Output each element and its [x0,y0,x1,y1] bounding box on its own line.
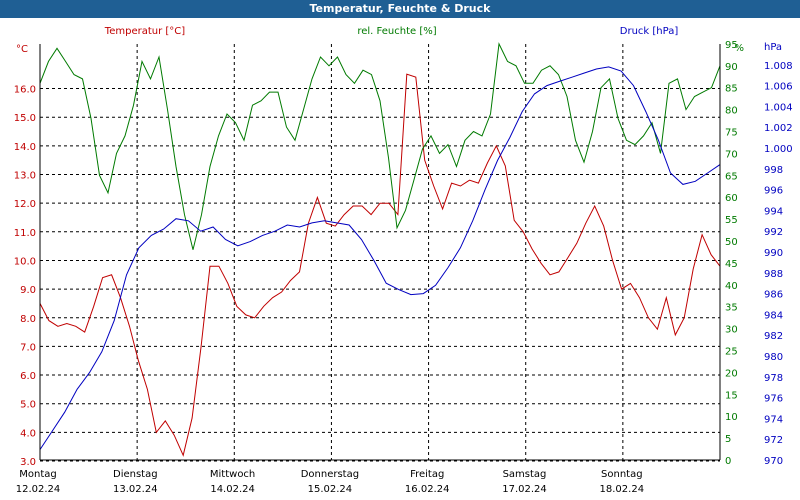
temperature-tick-label: 16.0 [14,85,36,96]
humidity-series-label: rel. Feuchte [%] [357,26,436,37]
humidity-tick-label: 75 [725,128,738,139]
x-date-label: 16.02.24 [405,484,450,495]
pressure-tick-label: 992 [764,227,783,238]
chart-series [39,42,721,457]
x-day-label: Dienstag [113,469,158,480]
window-title: Temperatur, Feuchte & Druck [0,0,800,18]
humidity-tick-label: 5 [725,434,731,445]
pressure-unit-label: hPa [764,42,782,53]
humidity-tick-label: 60 [725,193,738,204]
x-date-label: 17.02.24 [502,484,547,495]
temperature-tick-label: 5.0 [20,400,36,411]
pressure-tick-label: 978 [764,373,783,384]
temperature-tick-label: 13.0 [14,171,36,182]
humidity-tick-label: 80 [725,106,738,117]
humidity-tick-label: 10 [725,412,738,423]
pressure-tick-label: 980 [764,352,783,363]
x-date-label: 12.02.24 [16,484,61,495]
humidity-tick-label: 70 [725,149,738,160]
pressure-tick-label: 990 [764,248,783,259]
humidity-tick-label: 50 [725,237,738,248]
humidity-unit-label: % [734,43,744,54]
humidity-tick-label: 30 [725,325,738,336]
temperature-tick-label: 6.0 [20,371,36,382]
pressure-tick-label: 998 [764,165,783,176]
humidity-tick-label: 95 [725,40,738,51]
pressure-tick-label: 1.002 [764,123,793,134]
temperature-tick-label: 10.0 [14,256,36,267]
humidity-tick-label: 25 [725,347,738,358]
temperature-tick-label: 12.0 [14,199,36,210]
humidity-tick-label: 20 [725,368,738,379]
temperature-unit-label: °C [16,44,28,55]
x-day-label: Samstag [503,469,547,480]
x-date-label: 13.02.24 [113,484,158,495]
pressure-tick-label: 1.000 [764,144,793,155]
pressure-tick-label: 994 [764,206,783,217]
chart-axes: °C 3.0 4.0 5.0 6.0 7.0 8.0 9.0 10.0 11.0 12.0 13.0 1… [14,26,793,495]
humidity-tick-label: 85 [725,84,738,95]
pressure-tick-label: 972 [764,435,783,446]
humidity-tick-label: 40 [725,281,738,292]
x-day-label: Montag [19,469,56,480]
temperature-tick-label: 4.0 [20,428,36,439]
series-line-pressure [39,66,721,450]
humidity-tick-label: 65 [725,171,738,182]
humidity-tick-label: 55 [725,215,738,226]
temperature-tick-label: 15.0 [14,113,36,124]
pressure-tick-label: 982 [764,331,783,342]
series-line-temperature [39,73,721,457]
pressure-tick-label: 970 [764,456,783,467]
humidity-tick-label: 45 [725,259,738,270]
x-day-label: Donnerstag [301,469,359,480]
pressure-tick-label: 984 [764,310,783,321]
temperature-tick-label: 7.0 [20,342,36,353]
pressure-tick-label: 1.008 [764,61,793,72]
pressure-tick-label: 996 [764,186,783,197]
weather-chart: °C 3.0 4.0 5.0 6.0 7.0 8.0 9.0 10.0 11.0 12.0 13.0 1… [14,26,793,495]
pressure-tick-label: 1.006 [764,82,793,93]
pressure-tick-label: 1.004 [764,102,793,113]
x-day-label: Mittwoch [210,469,255,480]
pressure-tick-label: 976 [764,394,783,405]
x-date-label: 15.02.24 [308,484,353,495]
temperature-tick-label: 14.0 [14,142,36,153]
x-day-label: Freitag [410,469,444,480]
temperature-tick-label: 8.0 [20,314,36,325]
temperature-tick-label: 11.0 [14,228,36,239]
pressure-tick-label: 974 [764,414,783,425]
humidity-tick-label: 90 [725,62,738,73]
x-date-label: 14.02.24 [210,484,255,495]
temperature-tick-label: 3.0 [20,457,36,468]
pressure-series-label: Druck [hPa] [620,26,679,37]
pressure-tick-label: 988 [764,269,783,280]
pressure-tick-label: 986 [764,290,783,301]
series-line-humidity [39,42,721,250]
x-date-label: 18.02.24 [600,484,645,495]
humidity-tick-label: 15 [725,390,738,401]
humidity-tick-label: 0 [725,456,731,467]
x-day-label: Sonntag [601,469,643,480]
chart-grid [40,44,720,462]
humidity-tick-label: 35 [725,303,738,314]
temperature-series-label: Temperatur [°C] [104,26,185,37]
temperature-tick-label: 9.0 [20,285,36,296]
